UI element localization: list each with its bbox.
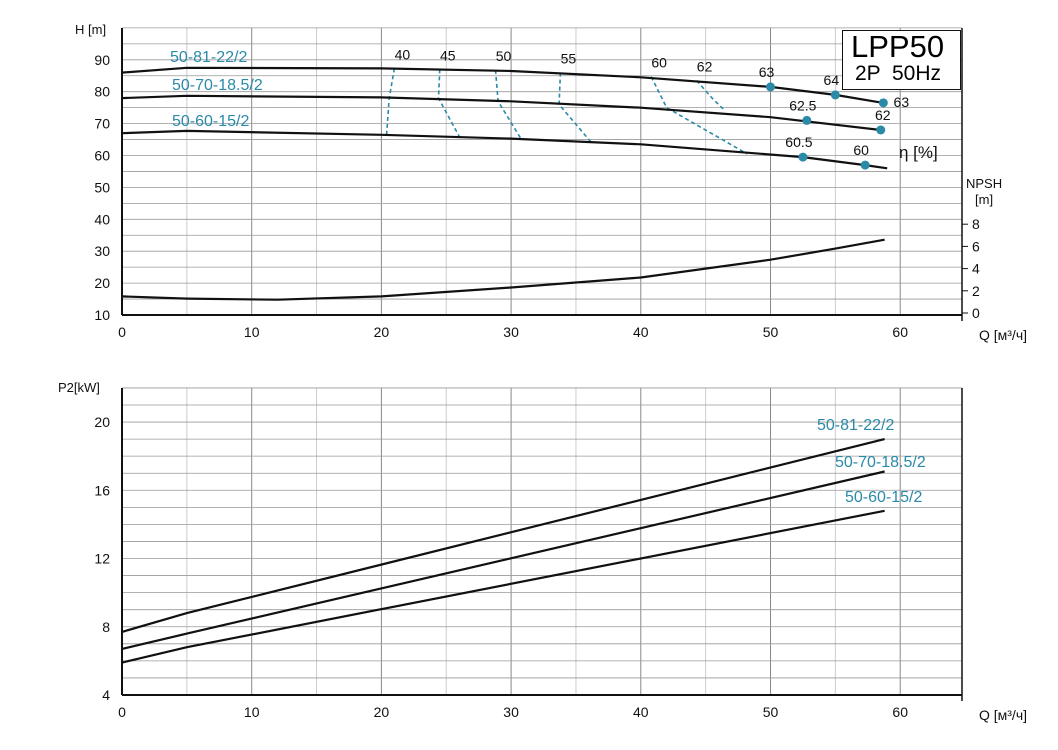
x-tick-label: 40 (633, 704, 649, 720)
iso-efficiency-line (385, 68, 396, 135)
y-tick-label: 4 (102, 687, 110, 703)
curve-50-70-18.5/2 (121, 94, 881, 132)
power-curve-50-70-18.5/2 (121, 470, 885, 650)
efficiency-label: 63 (759, 64, 775, 80)
curve-NPSH (121, 238, 885, 301)
series-label: 50-81-22/2 (817, 417, 894, 434)
curve-50-81-22/2 (121, 66, 884, 104)
power-curve-50-81-22/2 (121, 438, 885, 633)
y-tick-label: 60 (94, 148, 110, 164)
series-label: 50-81-22/2 (170, 49, 247, 66)
x-axis-label: Q [м³/ч] (979, 327, 1027, 343)
y2-tick-label: 4 (972, 261, 980, 277)
x-tick-label: 50 (763, 704, 779, 720)
iso-efficiency-label: 40 (395, 46, 411, 62)
x-tick-label: 30 (503, 324, 519, 340)
y-axis-label: P2[kW] (58, 380, 100, 395)
efficiency-point (766, 82, 775, 92)
y-tick-label: 20 (94, 275, 110, 291)
x-tick-label: 20 (374, 324, 390, 340)
x-tick-label: 10 (244, 324, 260, 340)
efficiency-point (860, 160, 870, 170)
efficiency-label: 63 (894, 94, 910, 110)
efficiency-point (830, 90, 840, 100)
x-tick-label: 0 (118, 324, 126, 340)
power-curve-50-60-15/2 (121, 509, 885, 664)
y2-axis-label: NPSH (966, 176, 1002, 191)
x-tick-label: 20 (374, 704, 390, 720)
series-label: 50-60-15/2 (845, 489, 922, 506)
x-tick-label: 60 (892, 704, 908, 720)
y-tick-label: 70 (94, 116, 110, 132)
efficiency-label: 60.5 (785, 134, 812, 150)
y2-tick-label: 6 (972, 238, 980, 254)
efficiency-label: 60 (853, 142, 869, 158)
efficiency-label: 62.5 (789, 97, 816, 113)
model-box: LPP50 2P 50Hz (842, 30, 961, 90)
efficiency-point (802, 115, 812, 125)
x-tick-label: 40 (633, 324, 649, 340)
iso-efficiency-label: 50 (496, 48, 512, 64)
eta-label: η [%] (899, 143, 938, 162)
y-tick-label: 50 (94, 179, 110, 195)
y-tick-label: 12 (94, 551, 110, 567)
y2-tick-label: 2 (972, 283, 980, 299)
efficiency-point (878, 98, 888, 108)
y2-axis-unit: [m] (975, 192, 993, 207)
y2-tick-label: 8 (972, 216, 980, 232)
iso-efficiency-label: 55 (561, 51, 577, 67)
series-label: 50-70-18.5/2 (835, 454, 926, 471)
efficiency-point (798, 152, 808, 162)
iso-efficiency-label: 60 (651, 55, 667, 71)
x-tick-label: 50 (763, 324, 779, 340)
y-tick-label: 90 (94, 52, 110, 68)
y-axis-label: H [m] (75, 22, 106, 37)
model-spec: 2P 50Hz (855, 62, 941, 85)
iso-efficiency-line (437, 69, 460, 137)
iso-efficiency-label: 45 (440, 47, 456, 63)
series-label: 50-60-15/2 (172, 113, 249, 130)
efficiency-label: 62 (875, 107, 891, 123)
y-tick-label: 16 (94, 482, 110, 498)
curve-50-60-15/2 (121, 129, 888, 170)
y2-tick-label: 0 (972, 305, 980, 321)
iso-efficiency-line (494, 69, 523, 141)
model-title: LPP50 (851, 29, 945, 64)
x-tick-label: 30 (503, 704, 519, 720)
x-axis-label: Q [м³/ч] (979, 707, 1027, 723)
efficiency-point (876, 125, 886, 135)
iso-efficiency-label: 62 (697, 59, 713, 75)
x-tick-label: 60 (892, 324, 908, 340)
x-tick-label: 0 (118, 704, 126, 720)
series-label: 50-70-18.5/2 (172, 77, 263, 94)
y-tick-label: 30 (94, 243, 110, 259)
y-tick-label: 10 (94, 307, 110, 323)
efficiency-label: 64 (824, 72, 840, 88)
y-tick-label: 80 (94, 84, 110, 100)
x-tick-label: 10 (244, 704, 260, 720)
iso-efficiency-line (695, 79, 726, 112)
y-tick-label: 8 (102, 619, 110, 635)
y-tick-label: 40 (94, 211, 110, 227)
y-tick-label: 20 (94, 414, 110, 430)
